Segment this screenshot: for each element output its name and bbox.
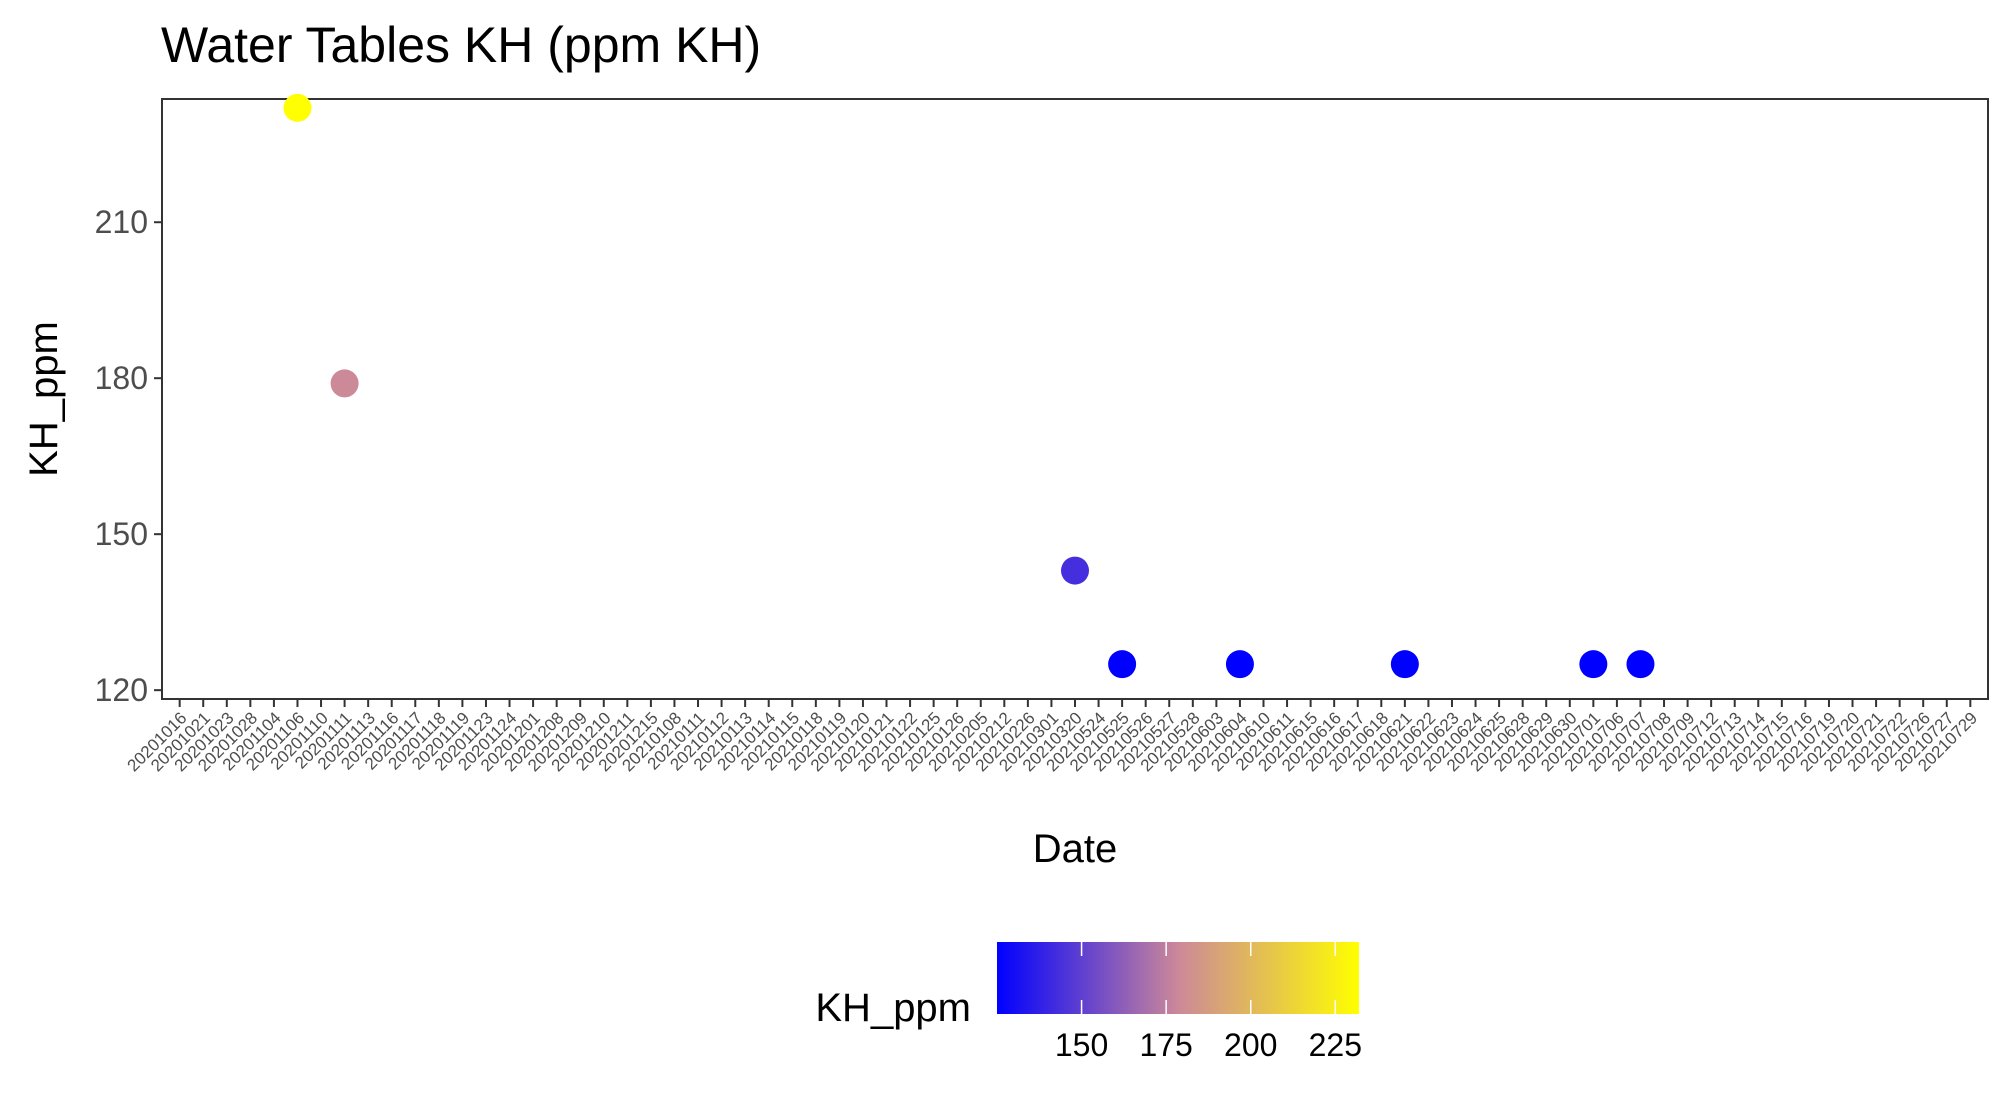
legend-colorbar [997,942,1359,1014]
y-tick-label: 210 [95,204,148,240]
chart-title: Water Tables KH (ppm KH) [161,17,761,73]
y-tick-label: 150 [95,516,148,552]
data-points [283,93,1655,679]
data-point [1626,650,1655,679]
x-axis-title: Date [1033,827,1118,871]
legend-tick-label: 175 [1139,1027,1192,1063]
data-point [1225,650,1254,679]
legend-ticks: 150 175 200 225 [1055,942,1362,1063]
x-axis: 2020101620201021202010232020102820201104… [124,699,1981,775]
legend: KH_ppm 150 175 200 225 [815,942,1362,1063]
legend-tick-label: 225 [1309,1027,1362,1063]
plot-panel [161,98,1989,700]
data-point [1061,556,1089,585]
legend-title: KH_ppm [815,986,971,1030]
y-tick-label: 120 [95,672,148,708]
data-point [1108,650,1137,679]
legend-tick-label: 150 [1055,1027,1108,1063]
data-point [330,369,359,398]
data-point [1579,650,1608,679]
y-axis-title: KH_ppm [22,321,66,477]
y-tick-label: 180 [95,360,148,396]
data-point [1390,650,1419,679]
legend-tick-label: 200 [1224,1027,1277,1063]
data-point [283,93,312,122]
y-axis: 120 150 180 210 [95,204,162,708]
